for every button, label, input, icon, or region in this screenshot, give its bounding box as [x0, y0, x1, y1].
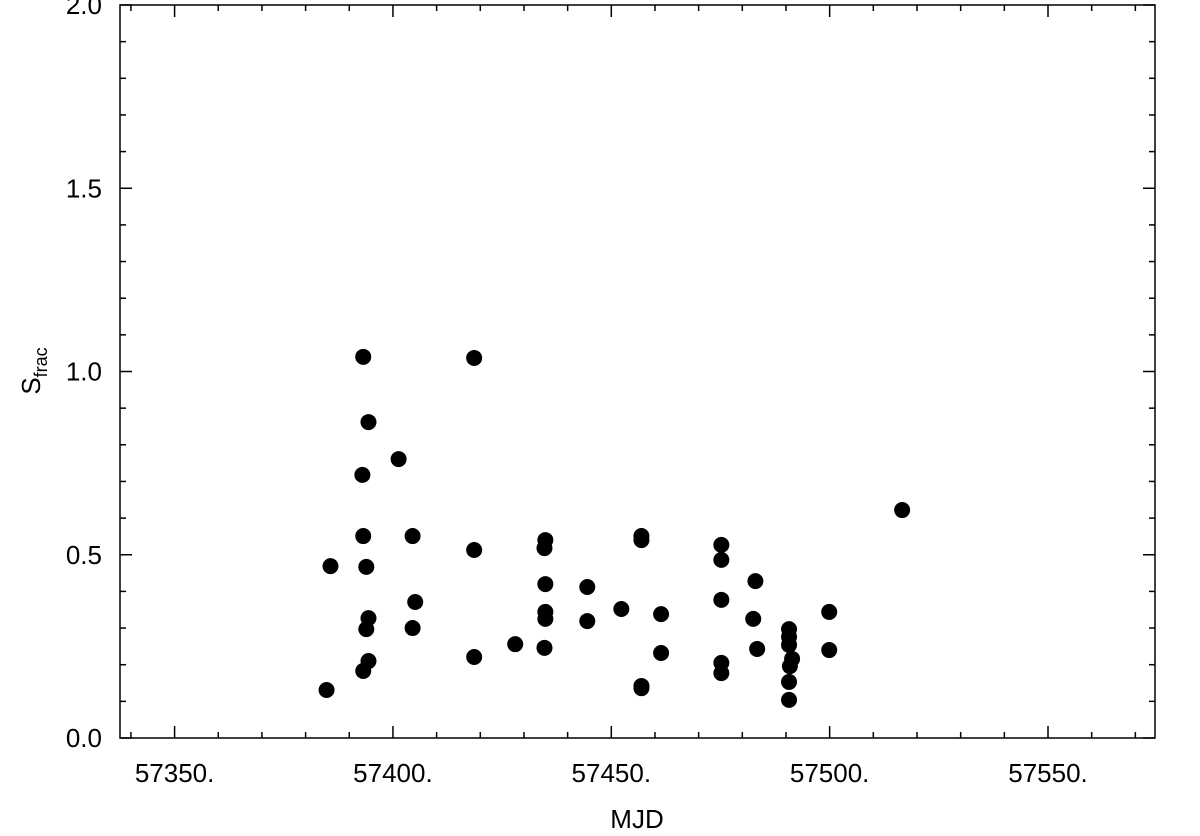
y-axis-label-main: S: [16, 377, 46, 394]
point: [579, 613, 596, 630]
point: [745, 610, 762, 627]
point: [821, 603, 838, 620]
point: [355, 662, 372, 679]
y-tick-label: 0.5: [66, 540, 102, 570]
y-axis-label: Sfrac: [16, 347, 51, 394]
point: [537, 576, 554, 593]
y-axis-label-sub: frac: [31, 347, 51, 377]
point: [781, 636, 798, 653]
x-tick-label: 57350.: [135, 758, 215, 788]
y-tick-label: 1.0: [66, 357, 102, 387]
point: [633, 532, 650, 549]
point: [318, 681, 335, 698]
point: [355, 348, 372, 365]
y-tick-label: 1.5: [66, 173, 102, 203]
point: [781, 658, 798, 675]
point: [390, 451, 407, 468]
plot-frame: [119, 4, 1156, 739]
point: [653, 606, 670, 623]
point: [713, 591, 730, 608]
point: [579, 579, 596, 596]
point: [536, 639, 553, 656]
point: [633, 680, 650, 697]
x-tick-label: 57550.: [1008, 758, 1088, 788]
point: [749, 640, 766, 657]
y-tick-label: 0.0: [66, 723, 102, 753]
point: [322, 558, 339, 575]
point: [747, 573, 764, 590]
x-axis-label: MJD: [610, 804, 663, 834]
point: [821, 642, 838, 659]
point: [358, 558, 375, 575]
point: [507, 636, 524, 653]
point: [713, 551, 730, 568]
x-tick-label: 57500.: [790, 758, 870, 788]
point: [360, 414, 377, 431]
point: [404, 620, 421, 637]
point: [894, 502, 911, 519]
point: [713, 536, 730, 553]
point: [613, 600, 630, 617]
x-tick-label: 57400.: [353, 758, 433, 788]
y-tick-label: 2.0: [66, 0, 102, 20]
point: [537, 610, 554, 627]
point: [407, 594, 424, 611]
point: [354, 466, 371, 483]
point: [404, 528, 421, 545]
point: [466, 349, 483, 366]
point: [653, 644, 670, 661]
point: [355, 528, 372, 545]
point: [713, 665, 730, 682]
point: [466, 541, 483, 558]
point: [358, 621, 375, 638]
point: [781, 691, 798, 708]
point: [466, 649, 483, 666]
x-tick-label: 57450.: [572, 758, 652, 788]
point: [781, 673, 798, 690]
point: [536, 540, 553, 557]
